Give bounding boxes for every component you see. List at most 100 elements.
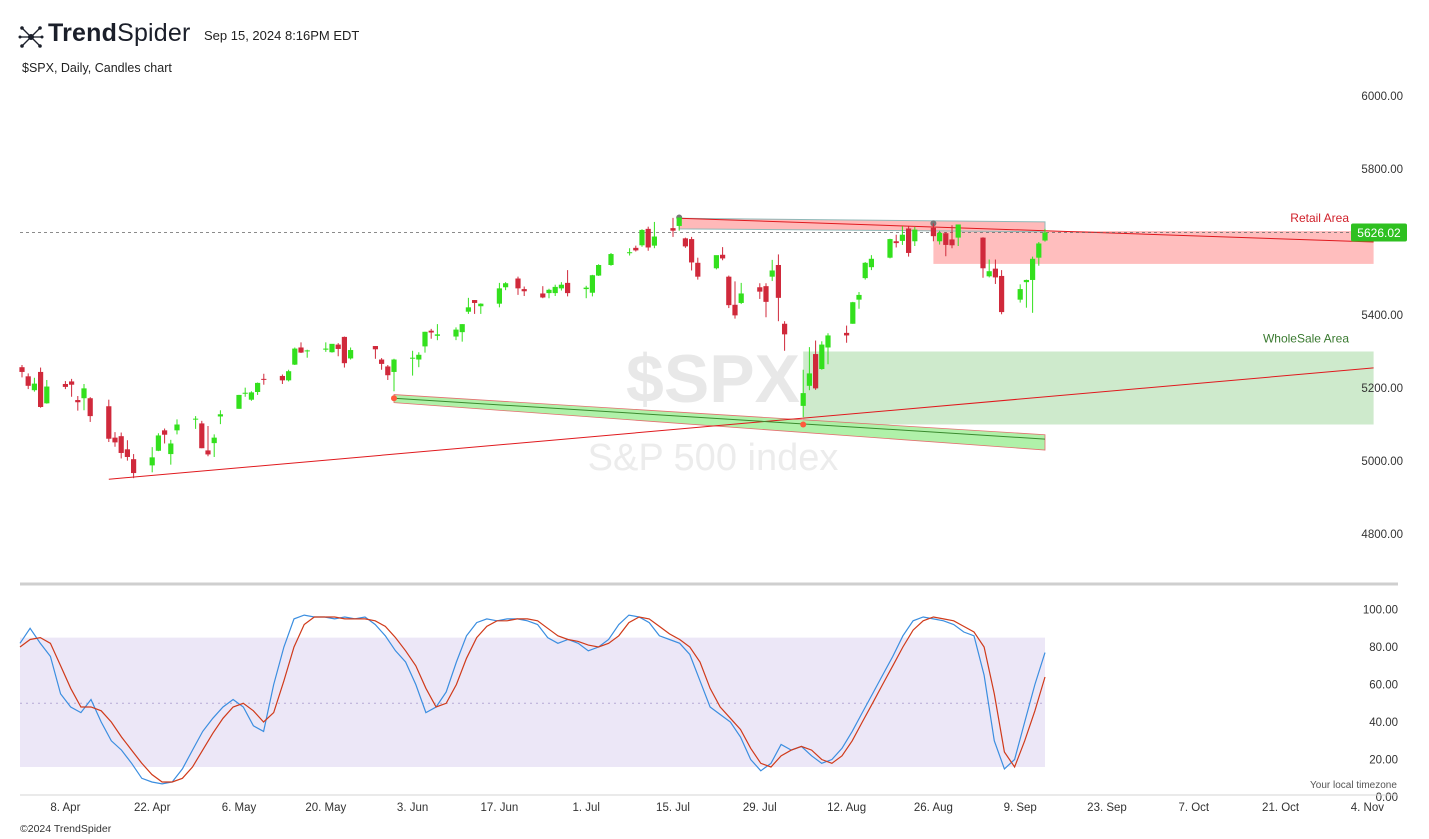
candle[interactable] — [937, 230, 943, 245]
candle[interactable] — [813, 340, 819, 390]
candle[interactable] — [155, 433, 161, 452]
candle[interactable] — [19, 365, 25, 378]
candle[interactable] — [645, 226, 651, 251]
candle[interactable] — [236, 394, 242, 409]
candle[interactable] — [124, 440, 130, 461]
candle[interactable] — [1042, 228, 1048, 242]
candle[interactable] — [515, 276, 521, 295]
candle[interactable] — [261, 373, 267, 385]
candle[interactable] — [521, 286, 527, 297]
candle[interactable] — [25, 373, 31, 390]
candle[interactable] — [31, 377, 37, 392]
candle[interactable] — [503, 282, 509, 291]
candle[interactable] — [540, 286, 546, 299]
trendline[interactable] — [108, 367, 1374, 480]
candle[interactable] — [596, 264, 602, 276]
candle[interactable] — [806, 347, 812, 391]
candle[interactable] — [844, 325, 850, 343]
candle[interactable] — [726, 275, 732, 309]
candle[interactable] — [372, 346, 378, 359]
candle[interactable] — [112, 432, 118, 447]
candle[interactable] — [205, 425, 211, 457]
candle[interactable] — [676, 217, 682, 231]
candle[interactable] — [713, 255, 719, 270]
candle[interactable] — [149, 447, 155, 473]
candle[interactable] — [44, 379, 50, 404]
candle[interactable] — [255, 382, 261, 395]
candle[interactable] — [720, 247, 726, 261]
trendline-anchor[interactable] — [800, 421, 807, 428]
candle[interactable] — [131, 454, 137, 479]
candle[interactable] — [106, 399, 112, 443]
candle[interactable] — [850, 301, 856, 324]
candle[interactable] — [868, 255, 874, 271]
candle[interactable] — [348, 347, 354, 360]
candle[interactable] — [472, 300, 478, 314]
candle[interactable] — [162, 428, 168, 444]
candle[interactable] — [62, 381, 68, 390]
candle[interactable] — [899, 226, 905, 245]
candle[interactable] — [862, 262, 868, 280]
candle[interactable] — [682, 237, 688, 248]
candle[interactable] — [292, 347, 298, 366]
candle[interactable] — [546, 288, 552, 299]
candle[interactable] — [992, 259, 998, 284]
candle[interactable] — [949, 225, 955, 249]
candle[interactable] — [341, 336, 347, 368]
candle[interactable] — [986, 259, 992, 278]
candle[interactable] — [819, 341, 825, 370]
stoch-d-line[interactable] — [19, 616, 1046, 783]
candle[interactable] — [608, 252, 614, 266]
candle[interactable] — [242, 387, 248, 397]
candle[interactable] — [651, 221, 657, 249]
candle[interactable] — [695, 257, 701, 280]
trendline-anchor[interactable] — [391, 395, 397, 402]
candle[interactable] — [558, 282, 564, 291]
candle[interactable] — [1030, 256, 1036, 313]
candle[interactable] — [782, 321, 788, 351]
candle[interactable] — [168, 439, 174, 465]
candle[interactable] — [298, 342, 304, 353]
candle[interactable] — [893, 234, 899, 248]
candle[interactable] — [87, 397, 93, 422]
candle[interactable] — [211, 434, 217, 457]
candle[interactable] — [465, 297, 471, 314]
candle[interactable] — [738, 282, 744, 305]
trendline[interactable] — [679, 217, 1374, 243]
candle[interactable] — [955, 224, 961, 247]
candle[interactable] — [633, 245, 639, 252]
candle[interactable] — [416, 352, 422, 368]
candle[interactable] — [856, 292, 862, 309]
candle[interactable] — [800, 369, 806, 418]
candle[interactable] — [335, 343, 341, 357]
candle[interactable] — [769, 259, 775, 282]
candle[interactable] — [323, 342, 329, 352]
candle[interactable] — [279, 374, 285, 384]
candle[interactable] — [1017, 284, 1023, 303]
candle[interactable] — [69, 378, 75, 397]
stoch-k-line[interactable] — [19, 614, 1046, 785]
candle[interactable] — [478, 303, 484, 314]
candle[interactable] — [552, 284, 558, 297]
candle[interactable] — [329, 343, 335, 353]
candle[interactable] — [912, 227, 918, 247]
candle[interactable] — [980, 237, 986, 278]
candle[interactable] — [304, 349, 310, 358]
candle[interactable] — [385, 365, 391, 380]
retail-zone[interactable] — [933, 231, 1374, 264]
candle[interactable] — [589, 274, 595, 297]
candle[interactable] — [825, 333, 831, 365]
candle[interactable] — [391, 358, 397, 392]
candle[interactable] — [1036, 242, 1042, 266]
candle[interactable] — [670, 217, 676, 237]
candle[interactable] — [689, 236, 695, 271]
candle[interactable] — [428, 328, 434, 339]
candle[interactable] — [763, 283, 769, 318]
candle[interactable] — [38, 367, 44, 408]
candle[interactable] — [199, 420, 205, 449]
candle[interactable] — [422, 331, 428, 353]
candle[interactable] — [732, 281, 738, 319]
candle[interactable] — [459, 324, 465, 342]
candle[interactable] — [639, 229, 645, 247]
candle[interactable] — [118, 432, 124, 459]
